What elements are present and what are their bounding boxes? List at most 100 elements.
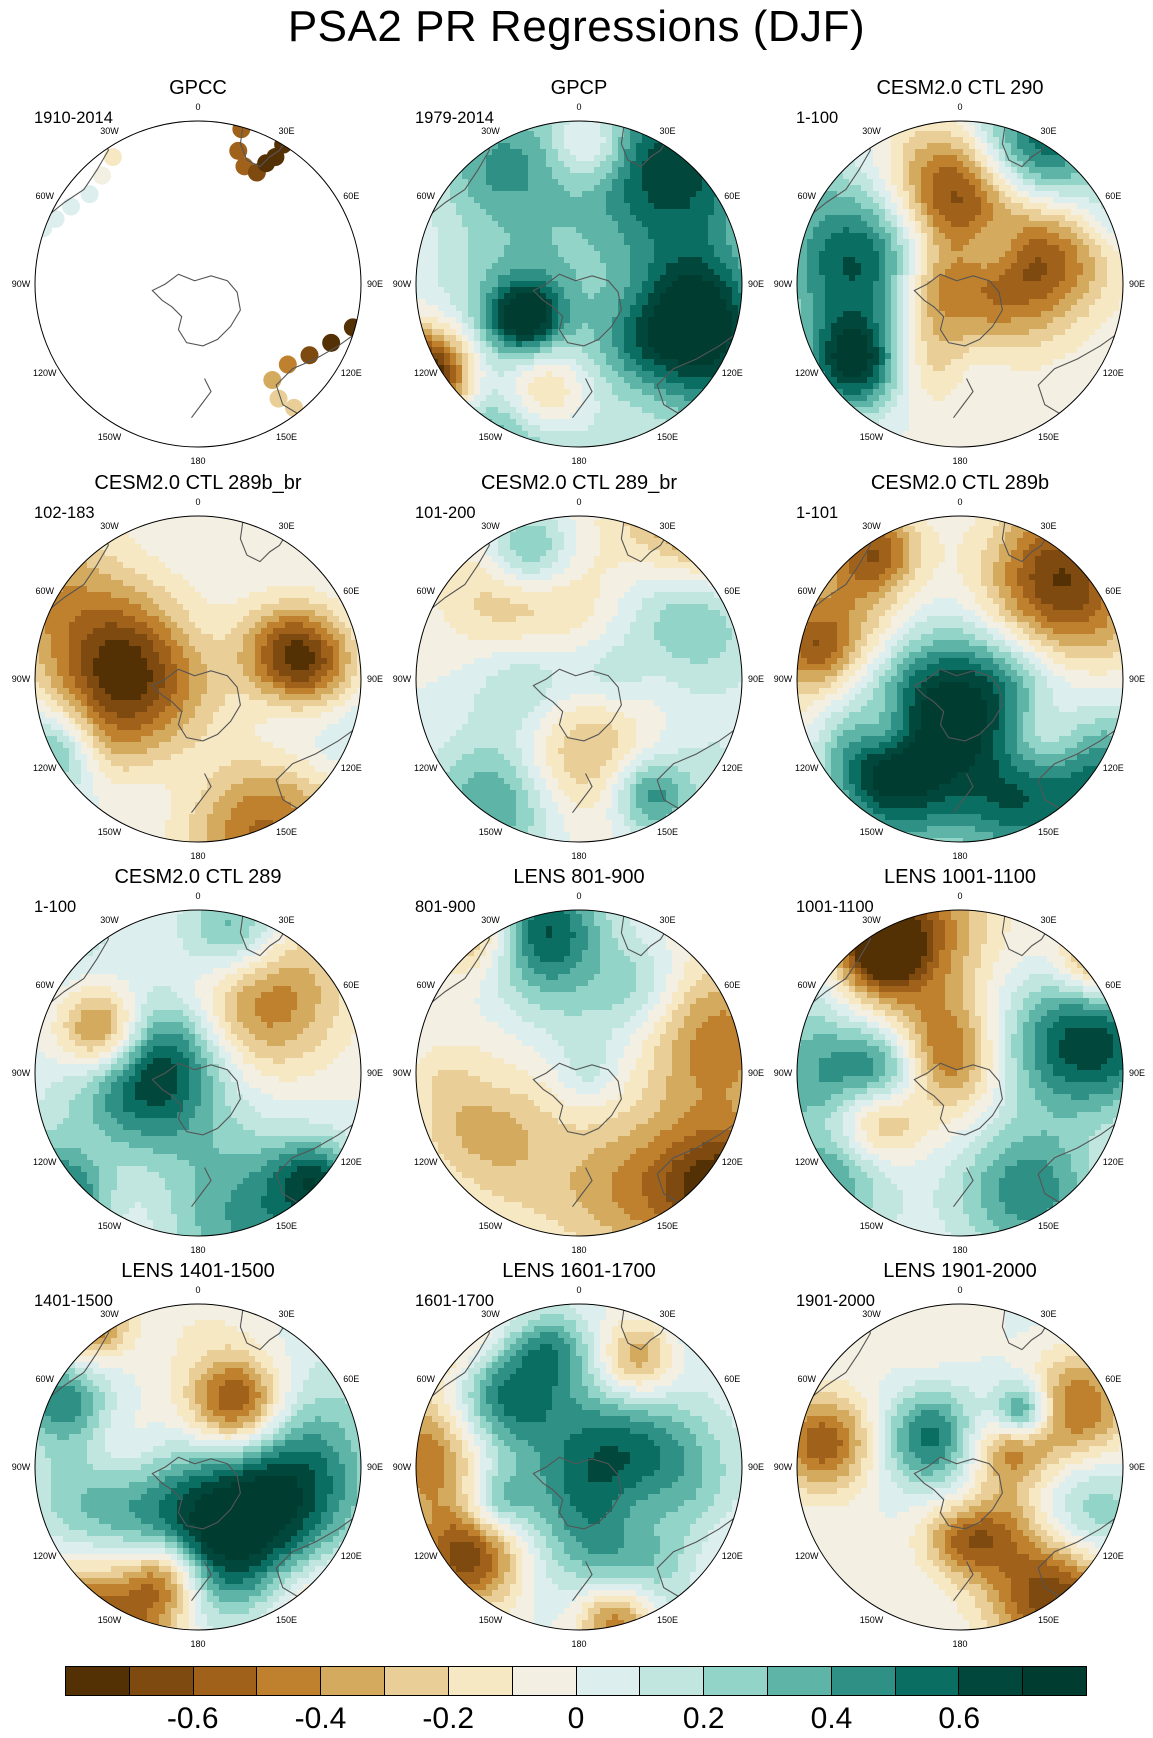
longitude-label: 120W: [795, 763, 819, 773]
longitude-label: 150W: [860, 1221, 884, 1231]
precip-field: [35, 516, 361, 842]
longitude-label: 90W: [12, 279, 31, 289]
longitude-label: 60W: [35, 1374, 54, 1384]
colorbar: [65, 1666, 1087, 1696]
colorbar-cell: [385, 1667, 449, 1695]
longitude-label: 90W: [774, 674, 793, 684]
longitude-label: 30W: [481, 521, 500, 531]
panel-title: LENS 1901-2000: [780, 1260, 1140, 1283]
longitude-label: 120W: [33, 763, 57, 773]
colorbar-tick-label: -0.6: [167, 1702, 219, 1736]
longitude-label: 0: [195, 891, 200, 901]
longitude-label: 0: [195, 1285, 200, 1295]
longitude-label: 120E: [722, 368, 743, 378]
longitude-label: 60E: [343, 1374, 359, 1384]
precip-field: [797, 121, 1123, 447]
longitude-label: 180: [952, 851, 967, 861]
longitude-label: 90W: [774, 1462, 793, 1472]
colorbar-tick-label: 0: [568, 1702, 585, 1736]
longitude-label: 60E: [343, 191, 359, 201]
map-border: [34, 909, 362, 1237]
panel-period-label: 1901-2000: [796, 1292, 875, 1311]
longitude-label: 180: [571, 456, 586, 466]
panel-title: GPCC: [18, 77, 378, 100]
longitude-label: 30E: [278, 521, 294, 531]
longitude-label: 150W: [860, 827, 884, 837]
longitude-label: 60W: [35, 586, 54, 596]
map-border: [34, 120, 362, 448]
figure-title: PSA2 PR Regressions (DJF): [0, 2, 1153, 52]
map-border: [415, 909, 743, 1237]
longitude-label: 150E: [657, 827, 678, 837]
precip-field: [416, 1304, 742, 1630]
polar-map: [34, 1303, 362, 1631]
longitude-label: 60W: [416, 586, 435, 596]
map-border: [796, 1303, 1124, 1631]
longitude-label: 120E: [722, 1157, 743, 1167]
longitude-label: 120W: [795, 1157, 819, 1167]
colorbar-cell: [321, 1667, 386, 1695]
map-border: [415, 1303, 743, 1631]
panel-title: LENS 801-900: [399, 866, 759, 889]
longitude-label: 180: [952, 456, 967, 466]
colorbar-cell: [66, 1667, 130, 1695]
precip-field: [797, 1304, 1123, 1630]
panel-title: LENS 1401-1500: [18, 1260, 378, 1283]
longitude-label: 60W: [797, 980, 816, 990]
longitude-label: 120W: [414, 763, 438, 773]
longitude-label: 60W: [797, 586, 816, 596]
longitude-label: 30E: [659, 521, 675, 531]
longitude-label: 180: [571, 851, 586, 861]
precip-field: [416, 516, 742, 842]
longitude-label: 150E: [1038, 1615, 1059, 1625]
longitude-label: 180: [190, 456, 205, 466]
longitude-label: 120E: [1103, 763, 1124, 773]
longitude-label: 180: [571, 1245, 586, 1255]
polar-map: [415, 1303, 743, 1631]
longitude-label: 180: [190, 1639, 205, 1649]
precip-field: [797, 516, 1123, 842]
longitude-label: 90E: [748, 1068, 764, 1078]
longitude-label: 120W: [795, 1551, 819, 1561]
longitude-label: 120W: [33, 368, 57, 378]
colorbar-cell: [895, 1667, 960, 1695]
colorbar-cell: [129, 1667, 194, 1695]
longitude-label: 0: [576, 891, 581, 901]
longitude-label: 120E: [341, 1551, 362, 1561]
longitude-label: 30E: [278, 1309, 294, 1319]
map-border: [796, 120, 1124, 448]
longitude-label: 30E: [1040, 915, 1056, 925]
longitude-label: 120W: [33, 1157, 57, 1167]
longitude-label: 90E: [748, 279, 764, 289]
colorbar-cell: [959, 1667, 1024, 1695]
longitude-label: 150E: [1038, 827, 1059, 837]
panel-period-label: 1-100: [34, 898, 76, 917]
polar-map: [34, 515, 362, 843]
colorbar-cell: [448, 1667, 513, 1695]
colorbar-cell: [640, 1667, 705, 1695]
longitude-label: 60E: [343, 980, 359, 990]
longitude-label: 90E: [1129, 674, 1145, 684]
longitude-label: 90E: [748, 674, 764, 684]
panel-title: GPCP: [399, 77, 759, 100]
polar-map: [796, 909, 1124, 1237]
longitude-label: 120W: [33, 1551, 57, 1561]
longitude-label: 90E: [1129, 279, 1145, 289]
longitude-label: 90W: [12, 1068, 31, 1078]
panel-period-label: 1-100: [796, 109, 838, 128]
panel-title: LENS 1601-1700: [399, 1260, 759, 1283]
longitude-label: 150W: [860, 432, 884, 442]
panel-period-label: 1910-2014: [34, 109, 113, 128]
longitude-label: 0: [957, 497, 962, 507]
longitude-label: 30E: [659, 1309, 675, 1319]
longitude-label: 0: [576, 1285, 581, 1295]
longitude-label: 90W: [774, 279, 793, 289]
panel-title: CESM2.0 CTL 289_br: [399, 472, 759, 495]
colorbar-cell: [512, 1667, 577, 1695]
longitude-label: 30W: [481, 915, 500, 925]
longitude-label: 60E: [724, 586, 740, 596]
longitude-label: 60E: [724, 1374, 740, 1384]
longitude-label: 30W: [862, 1309, 881, 1319]
longitude-label: 120E: [722, 1551, 743, 1561]
longitude-label: 60E: [1105, 1374, 1121, 1384]
